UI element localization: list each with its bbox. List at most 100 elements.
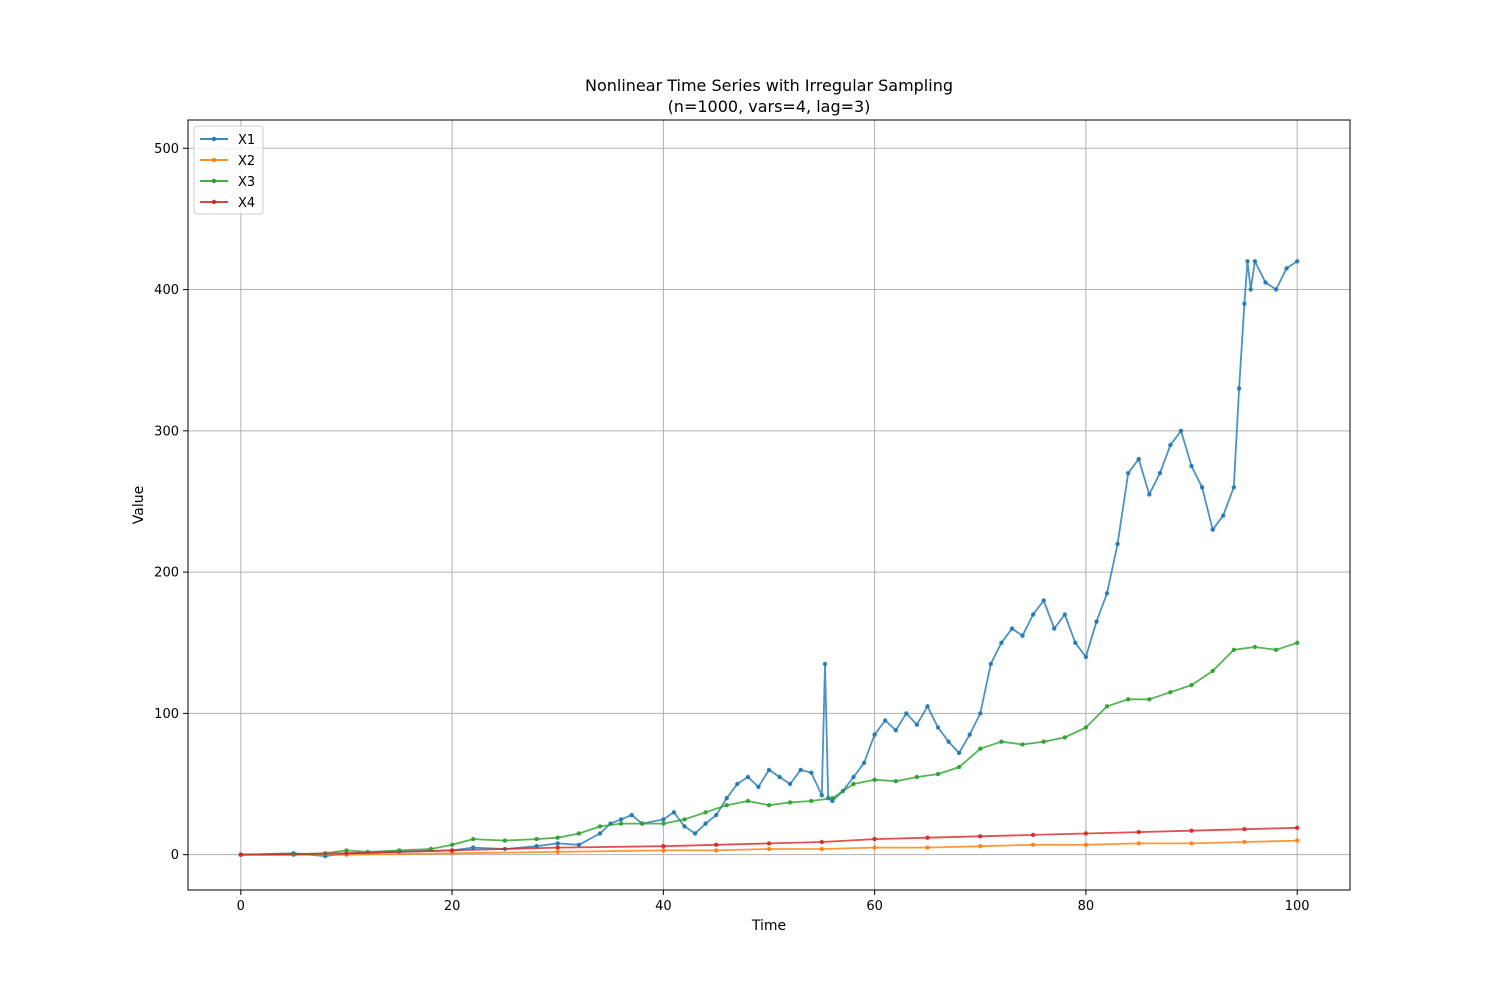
- x-tick-label: 40: [655, 899, 672, 914]
- series-x3-point: [1147, 697, 1152, 702]
- series-x2-point: [1242, 839, 1247, 845]
- series-x1-point: [1020, 633, 1025, 638]
- series-x3-point: [766, 803, 772, 808]
- series-x3-point: [787, 800, 793, 805]
- series-x1-point: [1083, 654, 1089, 660]
- series-x3-point: [1126, 697, 1131, 702]
- legend-box: [193, 125, 264, 215]
- series-x3-point: [935, 771, 941, 777]
- legend: X1 X2 X3 X4: [193, 125, 264, 215]
- series-x4-point: [714, 842, 719, 847]
- series-x1-line: [240, 260, 1298, 857]
- series-x1-point: [1284, 266, 1289, 271]
- series-x3-point: [978, 746, 983, 751]
- chart-subtitle: (n=1000, vars=4, lag=3): [668, 97, 871, 116]
- series-x1-point: [883, 718, 888, 723]
- series-x4-point: [766, 841, 772, 846]
- series-x4-point: [925, 835, 930, 840]
- series-x3-point: [534, 836, 539, 842]
- series-x1-point: [1073, 640, 1078, 645]
- series-x3-point: [1041, 739, 1046, 744]
- series-x1-point: [872, 732, 877, 737]
- series-x4-point: [344, 851, 349, 856]
- series-x2-point: [714, 848, 719, 853]
- axes-frame: [187, 119, 1351, 891]
- series-x1-point: [1136, 456, 1141, 462]
- x-tick-label: 20: [444, 899, 461, 914]
- series-x1-point: [809, 770, 814, 775]
- series-x3-point: [618, 821, 624, 826]
- series-x1-point: [671, 810, 677, 815]
- series-x3-point: [893, 779, 898, 784]
- series-x1-point: [618, 817, 624, 822]
- y-tick-label: 200: [154, 566, 179, 581]
- series-x1-point: [1231, 485, 1237, 490]
- series-x1-point: [682, 824, 687, 829]
- series-x1-point: [904, 711, 909, 716]
- series-x1-point: [1168, 442, 1173, 448]
- legend-x4-label: X4: [238, 196, 255, 211]
- series-x1-point: [724, 796, 729, 801]
- series-x1-point: [1199, 485, 1205, 490]
- series-x3-point: [471, 836, 476, 842]
- series-x1-point: [967, 732, 972, 737]
- series-x1-point: [798, 767, 803, 773]
- series-x3-point: [1020, 742, 1025, 747]
- series-x1-point: [1115, 541, 1120, 547]
- series-x3-point: [703, 810, 708, 815]
- series-x1-point: [1157, 471, 1163, 476]
- ticks-group: 0 20 40 60 80 100 0 100 200 300 400 500: [154, 142, 1309, 914]
- series-x1-point: [1147, 492, 1152, 497]
- series-x3-point: [724, 803, 729, 808]
- series-x1-point: [735, 781, 740, 787]
- series-x2-point: [1030, 842, 1036, 847]
- series-x1-point: [714, 812, 719, 818]
- series-x4-point: [1136, 829, 1141, 835]
- series-x1-point: [1126, 471, 1131, 476]
- series-x1-point: [1094, 619, 1099, 624]
- series-x1-point: [1189, 463, 1194, 469]
- y-axis-label: Value: [131, 486, 147, 524]
- series-x3-point: [555, 835, 560, 840]
- series-x2-point: [1189, 841, 1194, 846]
- series-x1-point: [576, 842, 582, 847]
- series-x1-point: [1252, 259, 1258, 264]
- series-x1-point: [822, 661, 828, 667]
- series-x2-point: [1083, 842, 1089, 847]
- series-x4-point: [1083, 831, 1089, 836]
- grid-lines: [188, 120, 1350, 890]
- series-x2-point: [1295, 838, 1300, 843]
- series-x2-point: [766, 846, 772, 852]
- series-x1-point: [1221, 513, 1226, 518]
- legend-x1-marker: [211, 136, 217, 142]
- series-x3-point: [1252, 644, 1258, 650]
- series-x1-point: [925, 704, 930, 709]
- series-x1-point: [1273, 287, 1279, 292]
- series-x1-point: [819, 793, 824, 798]
- series-x1-point: [692, 831, 698, 836]
- series-x2-point: [978, 844, 983, 849]
- series-x1-point: [1210, 527, 1215, 532]
- series-x3-point: [682, 817, 687, 822]
- series-x4-point: [819, 839, 824, 845]
- series-x1-point: [1062, 612, 1068, 617]
- series-x2-point: [555, 849, 560, 855]
- y-tick-label: 0: [171, 848, 179, 863]
- series-x3-point: [640, 821, 645, 826]
- series-x1-point: [978, 711, 983, 716]
- series-x1-point: [893, 728, 898, 733]
- series-x3-point: [1104, 704, 1110, 709]
- series-x3-point: [956, 764, 962, 770]
- series-x1-point: [861, 760, 867, 765]
- series-x1-point: [756, 784, 761, 790]
- x-tick-label: 100: [1285, 899, 1310, 914]
- chart-title: Nonlinear Time Series with Irregular Sam…: [585, 76, 953, 95]
- series-x3-point: [809, 798, 814, 804]
- series-x3-point: [999, 739, 1004, 744]
- series-x1-point: [777, 774, 782, 780]
- series-x3-point: [1189, 682, 1194, 688]
- x-tick-label: 0: [237, 899, 245, 914]
- series-x3-point: [1062, 735, 1068, 740]
- series-x1-point: [597, 831, 603, 836]
